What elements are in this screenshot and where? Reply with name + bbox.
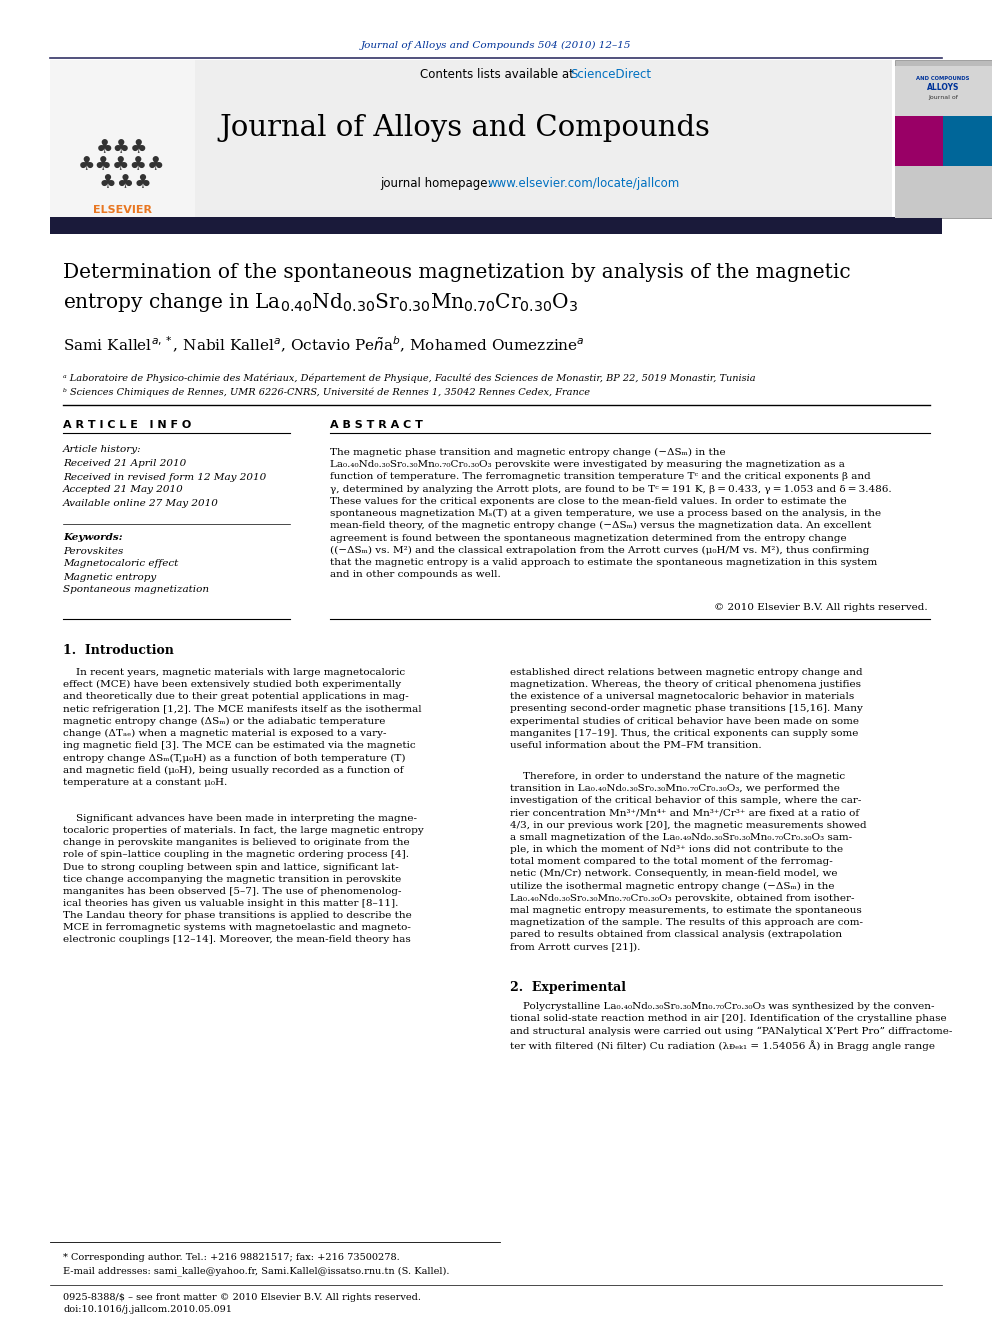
Text: ScienceDirect: ScienceDirect	[570, 69, 651, 82]
Text: Magnetocaloric effect: Magnetocaloric effect	[63, 560, 179, 569]
Text: entropy change in La$_{0.40}$Nd$_{0.30}$Sr$_{0.30}$Mn$_{0.70}$Cr$_{0.30}$O$_3$: entropy change in La$_{0.40}$Nd$_{0.30}$…	[63, 291, 578, 314]
Text: Journal of Alloys and Compounds: Journal of Alloys and Compounds	[219, 114, 710, 142]
Text: Magnetic entropy: Magnetic entropy	[63, 573, 157, 582]
Text: ᵇ Sciences Chimiques de Rennes, UMR 6226-CNRS, Université de Rennes 1, 35042 Ren: ᵇ Sciences Chimiques de Rennes, UMR 6226…	[63, 388, 590, 397]
Text: Sami Kallel$^{a,*}$, Nabil Kallel$^{a}$, Octavio Pe$\tilde{n}$a$^{b}$, Mohamed O: Sami Kallel$^{a,*}$, Nabil Kallel$^{a}$,…	[63, 335, 584, 355]
Text: Article history:: Article history:	[63, 446, 142, 455]
Bar	[895, 116, 943, 165]
Bar	[895, 60, 992, 218]
Text: 1.  Introduction: 1. Introduction	[63, 643, 174, 656]
Text: Determination of the spontaneous magnetization by analysis of the magnetic: Determination of the spontaneous magneti…	[63, 262, 850, 282]
Text: established direct relations between magnetic entropy change and
magnetization. : established direct relations between mag…	[510, 668, 863, 750]
Bar	[895, 66, 992, 116]
Text: ELSEVIER: ELSEVIER	[92, 205, 152, 216]
Text: The magnetic phase transition and magnetic entropy change (−ΔSₘ) in the
La₀.₄₀Nd: The magnetic phase transition and magnet…	[330, 448, 892, 579]
Text: E-mail addresses: sami_kalle@yahoo.fr, Sami.Kallel@issatso.rnu.tn (S. Kallel).: E-mail addresses: sami_kalle@yahoo.fr, S…	[63, 1266, 449, 1275]
Text: Spontaneous magnetization: Spontaneous magnetization	[63, 586, 209, 594]
Text: A R T I C L E   I N F O: A R T I C L E I N F O	[63, 419, 191, 430]
Bar	[895, 165, 992, 218]
Text: Polycrystalline La₀.₄₀Nd₀.₃₀Sr₀.₃₀Mn₀.₇₀Cr₀.₃₀O₃ was synthesized by the conven-
: Polycrystalline La₀.₄₀Nd₀.₃₀Sr₀.₃₀Mn₀.₇₀…	[510, 1002, 952, 1050]
Text: 0925-8388/$ – see front matter © 2010 Elsevier B.V. All rights reserved.: 0925-8388/$ – see front matter © 2010 El…	[63, 1293, 421, 1302]
Text: 2.  Experimental: 2. Experimental	[510, 982, 626, 995]
Text: www.elsevier.com/locate/jallcom: www.elsevier.com/locate/jallcom	[488, 176, 681, 189]
Bar	[50, 217, 942, 234]
Text: Significant advances have been made in interpreting the magne-
tocaloric propert: Significant advances have been made in i…	[63, 814, 424, 945]
Bar	[943, 116, 992, 165]
Text: Keywords:: Keywords:	[63, 533, 123, 542]
Text: Perovskites: Perovskites	[63, 546, 123, 556]
Text: A B S T R A C T: A B S T R A C T	[330, 419, 423, 430]
Text: In recent years, magnetic materials with large magnetocaloric
effect (MCE) have : In recent years, magnetic materials with…	[63, 668, 422, 787]
Text: © 2010 Elsevier B.V. All rights reserved.: © 2010 Elsevier B.V. All rights reserved…	[714, 602, 928, 611]
Bar	[50, 60, 195, 218]
Text: AND COMPOUNDS: AND COMPOUNDS	[917, 77, 970, 82]
Text: doi:10.1016/j.jallcom.2010.05.091: doi:10.1016/j.jallcom.2010.05.091	[63, 1304, 232, 1314]
Text: Therefore, in order to understand the nature of the magnetic
transition in La₀.₄: Therefore, in order to understand the na…	[510, 773, 867, 951]
Text: ♣♣♣
♣♣♣♣♣
 ♣♣♣: ♣♣♣ ♣♣♣♣♣ ♣♣♣	[78, 138, 166, 192]
Bar	[50, 60, 892, 218]
Text: Available online 27 May 2010: Available online 27 May 2010	[63, 499, 219, 508]
Text: journal homepage:: journal homepage:	[380, 176, 495, 189]
Text: Journal of Alloys and Compounds 504 (2010) 12–15: Journal of Alloys and Compounds 504 (201…	[361, 41, 631, 49]
Text: Received 21 April 2010: Received 21 April 2010	[63, 459, 186, 468]
Text: ALLOYS: ALLOYS	[927, 83, 959, 93]
Text: Accepted 21 May 2010: Accepted 21 May 2010	[63, 486, 184, 495]
Text: * Corresponding author. Tel.: +216 98821517; fax: +216 73500278.: * Corresponding author. Tel.: +216 98821…	[63, 1253, 400, 1262]
Text: Journal of: Journal of	[929, 95, 958, 101]
Text: Received in revised form 12 May 2010: Received in revised form 12 May 2010	[63, 472, 266, 482]
Text: ᵃ Laboratoire de Physico-chimie des Matériaux, Département de Physique, Faculté : ᵃ Laboratoire de Physico-chimie des Maté…	[63, 373, 756, 382]
Text: Contents lists available at: Contents lists available at	[420, 69, 577, 82]
